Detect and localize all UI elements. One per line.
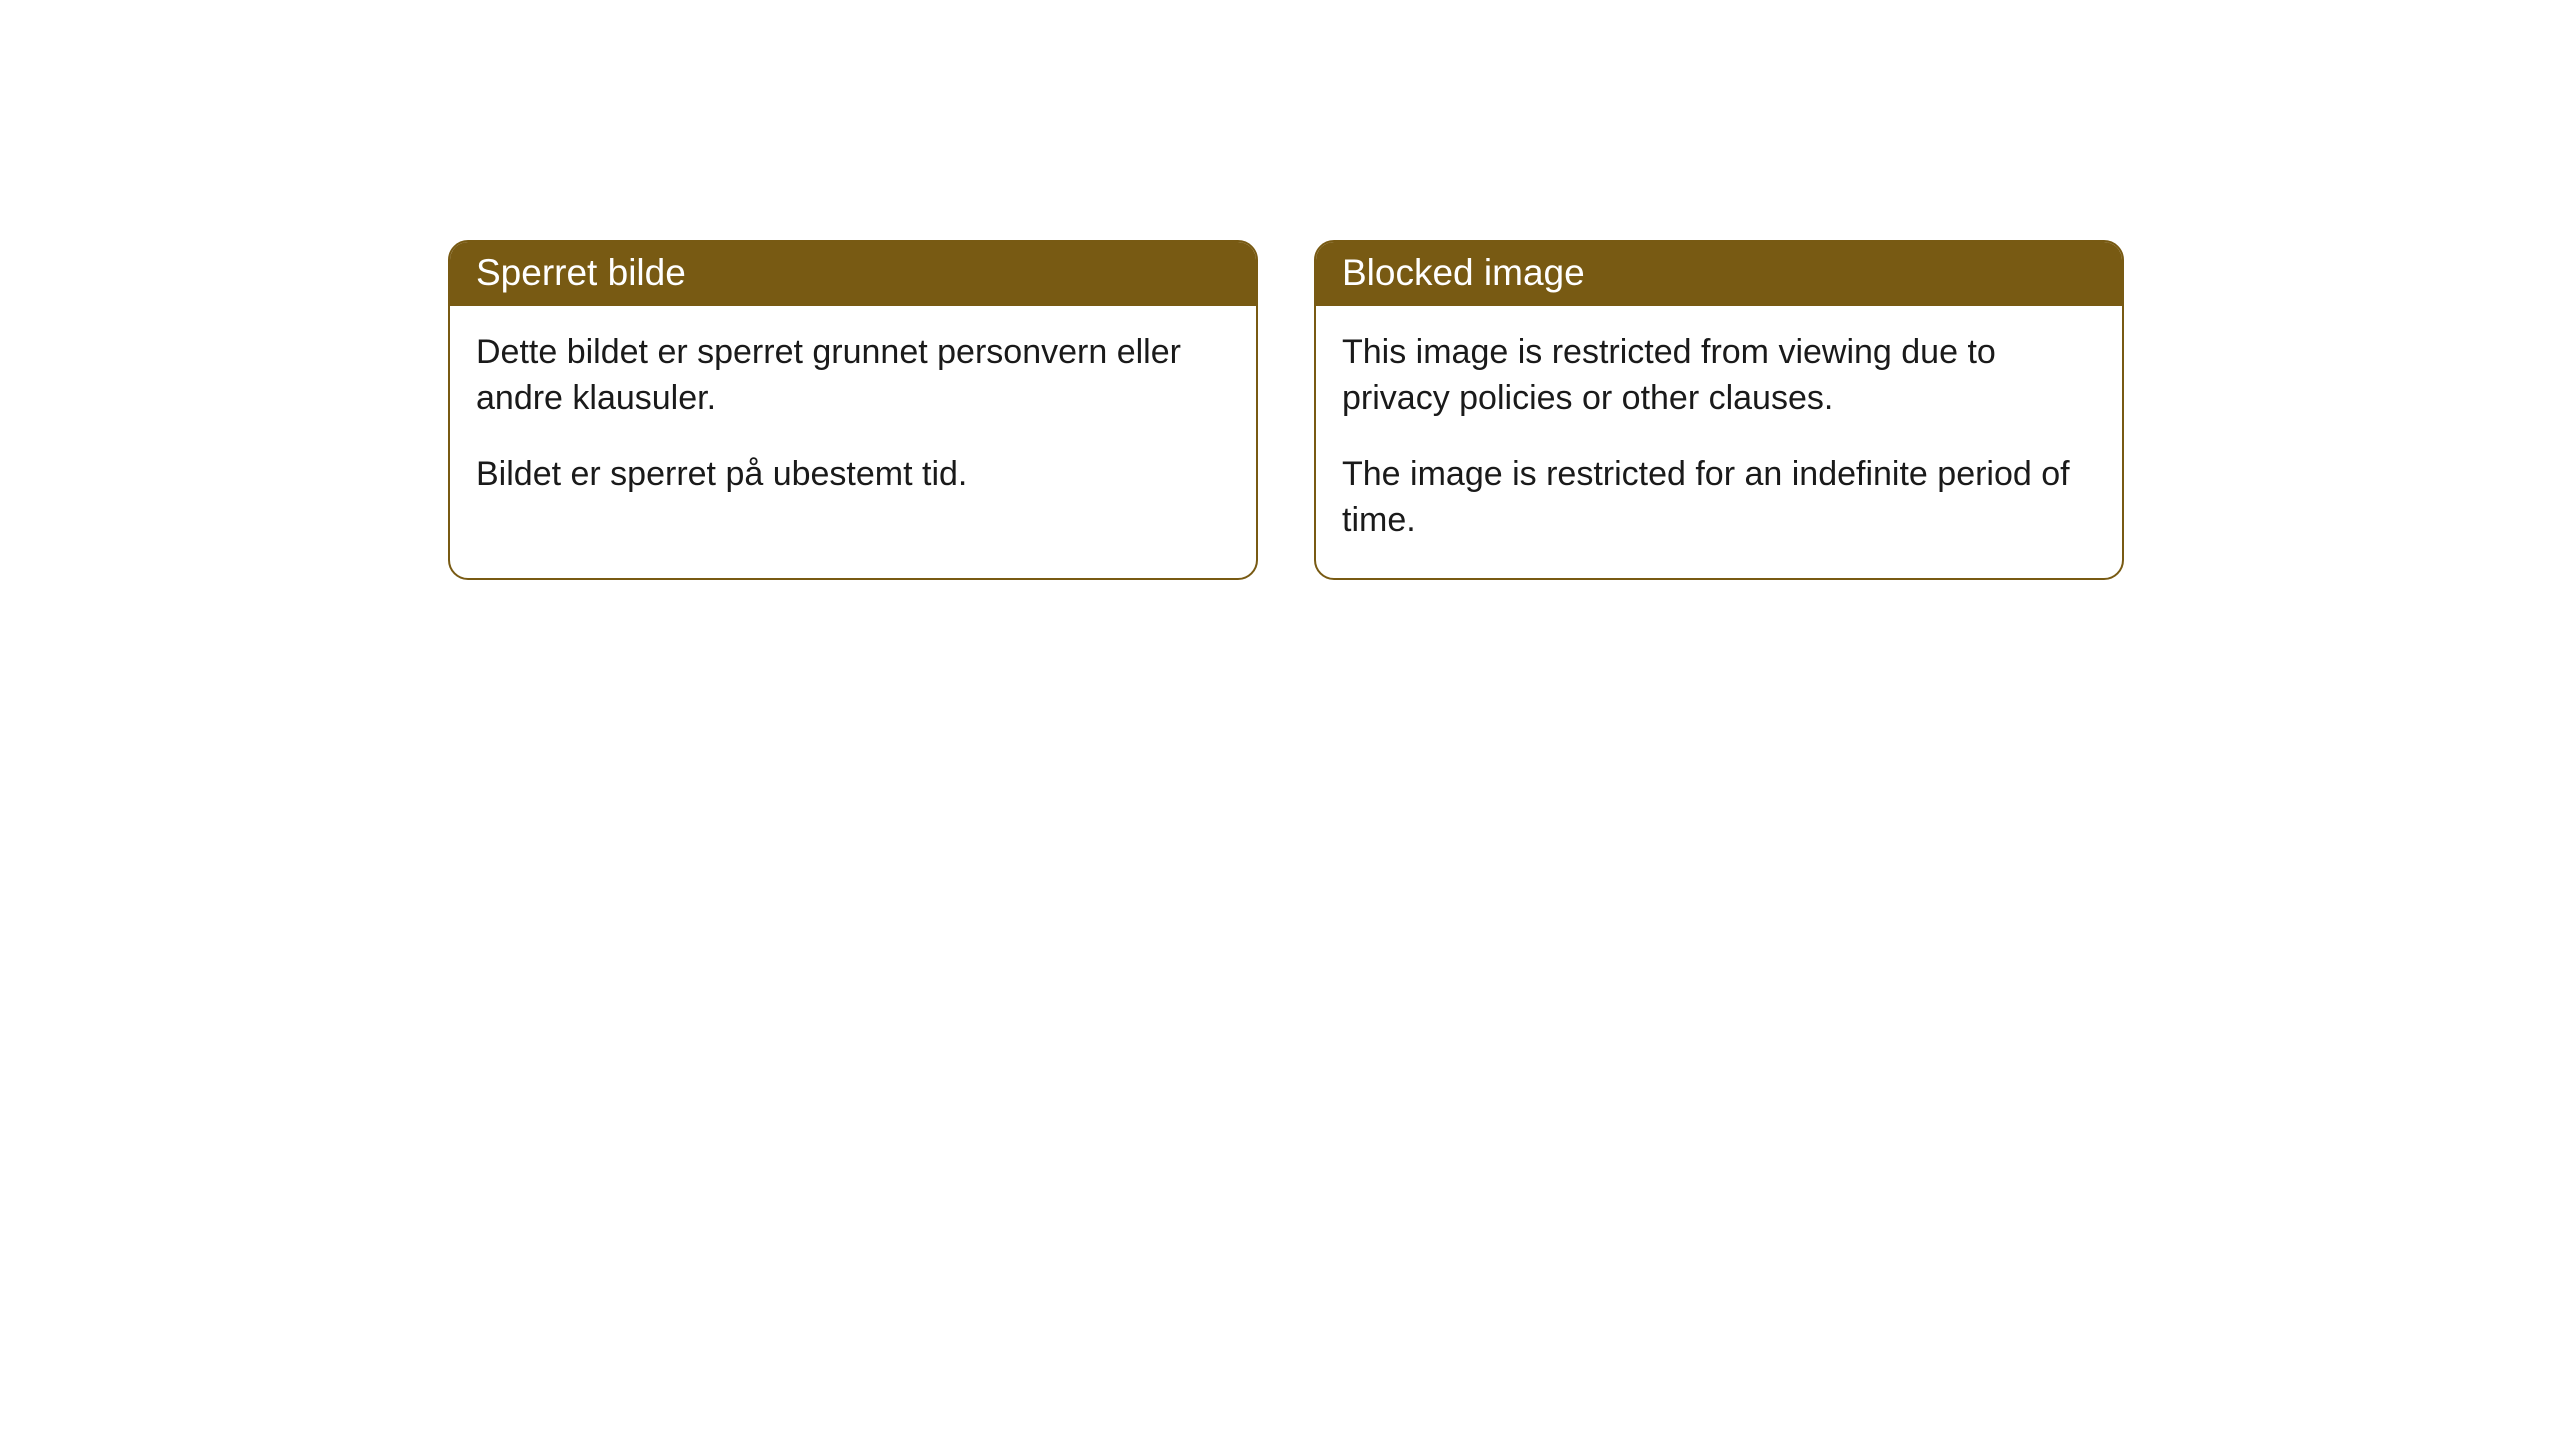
card-paragraph: This image is restricted from viewing du… xyxy=(1342,330,2096,422)
card-paragraph: Dette bildet er sperret grunnet personve… xyxy=(476,330,1230,422)
card-header: Sperret bilde xyxy=(450,242,1256,306)
card-body: Dette bildet er sperret grunnet personve… xyxy=(450,306,1256,532)
card-paragraph: The image is restricted for an indefinit… xyxy=(1342,452,2096,544)
notice-card-english: Blocked image This image is restricted f… xyxy=(1314,240,2124,580)
card-paragraph: Bildet er sperret på ubestemt tid. xyxy=(476,452,1230,498)
card-header: Blocked image xyxy=(1316,242,2122,306)
notice-cards-container: Sperret bilde Dette bildet er sperret gr… xyxy=(448,240,2124,580)
card-body: This image is restricted from viewing du… xyxy=(1316,306,2122,578)
notice-card-norwegian: Sperret bilde Dette bildet er sperret gr… xyxy=(448,240,1258,580)
